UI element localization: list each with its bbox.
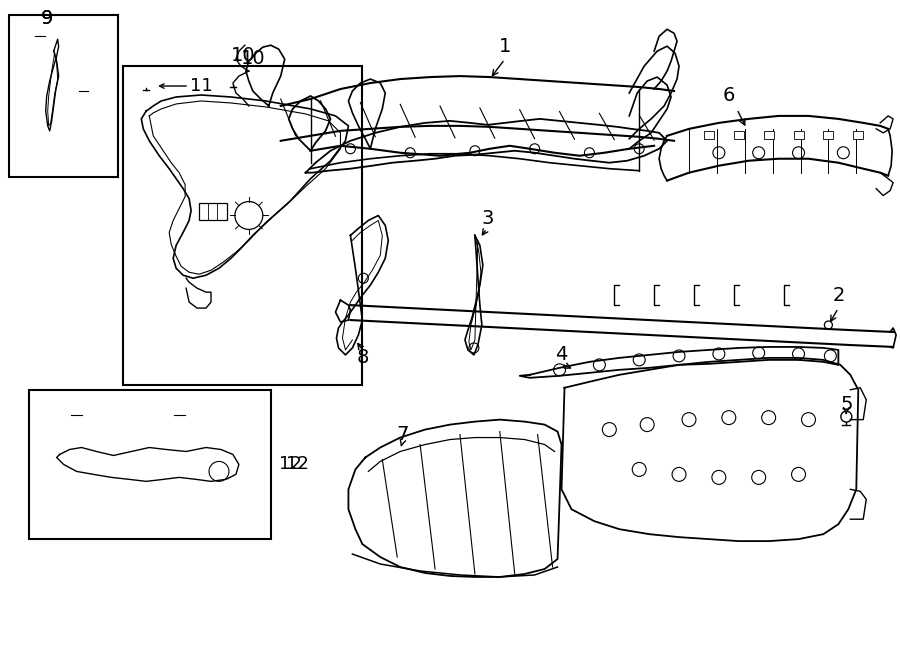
Bar [734, 131, 743, 139]
Bar [794, 131, 804, 139]
Text: 9: 9 [40, 9, 53, 28]
Text: 2: 2 [832, 286, 844, 305]
Bar [704, 131, 714, 139]
Bar [764, 131, 774, 139]
Text: 8: 8 [356, 348, 369, 368]
Text: 5: 5 [840, 395, 852, 414]
Bar [199, 202, 227, 221]
Text: 10: 10 [240, 49, 266, 68]
Text: 11: 11 [190, 77, 212, 95]
Text: 12: 12 [285, 455, 309, 473]
Bar [9, 15, 119, 176]
Text: 10: 10 [230, 46, 256, 65]
Bar [853, 131, 863, 139]
Text: 7: 7 [396, 425, 409, 444]
Bar [29, 390, 271, 539]
Text: 12: 12 [279, 455, 302, 473]
Text: 4: 4 [555, 346, 568, 364]
Text: 3: 3 [482, 209, 494, 228]
Text: 6: 6 [723, 87, 735, 106]
Text: 9: 9 [40, 9, 53, 28]
Bar [824, 131, 833, 139]
Text: 1: 1 [499, 37, 511, 56]
Bar [123, 66, 363, 385]
